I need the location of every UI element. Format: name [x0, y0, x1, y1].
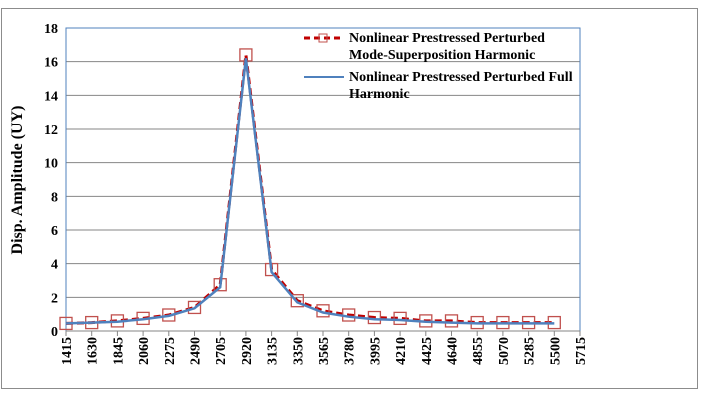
y-axis-label: Disp. Amplitude (UY): [9, 106, 26, 255]
y-tick-label: 16: [44, 56, 58, 71]
legend-label-series-2-line-2: Harmonic: [349, 87, 410, 102]
y-tick-label: 10: [44, 157, 58, 172]
y-tick-label: 14: [44, 89, 58, 104]
x-tick-label: 1630: [86, 337, 101, 365]
y-tick-label: 12: [44, 123, 58, 138]
y-tick-label: 18: [44, 22, 58, 37]
x-tick-label: 1415: [60, 337, 75, 365]
legend-label-series-2-line-1: Nonlinear Prestressed Perturbed Full: [349, 70, 573, 85]
x-tick-label: 2705: [214, 337, 229, 365]
legend-label-series-1-line-1: Nonlinear Prestressed Perturbed: [349, 31, 545, 46]
x-tick-label: 3565: [317, 337, 332, 365]
x-tick-label: 5500: [548, 337, 563, 365]
data-point-marker: [187, 300, 202, 315]
y-tick-label: 2: [51, 291, 58, 306]
y-tick-label: 6: [51, 224, 58, 239]
x-tick-label: 2060: [137, 337, 152, 365]
y-tick-label: 8: [51, 190, 58, 205]
x-tick-label: 4640: [446, 337, 461, 365]
chart-frame: [1, 8, 698, 389]
data-point-marker: [393, 311, 407, 326]
data-point-marker: [290, 294, 304, 308]
legend-label-series-1-line-2: Mode-Superposition Harmonic: [349, 48, 535, 63]
x-tick-label: 3995: [368, 337, 383, 365]
x-tick-label: 2920: [240, 337, 255, 365]
x-tick-label: 4425: [420, 337, 435, 365]
x-tick-label: 5070: [497, 337, 512, 365]
x-tick-label: 3780: [343, 337, 358, 365]
x-tick-label: 2490: [189, 337, 204, 365]
x-tick-label: 4210: [394, 337, 409, 365]
y-tick-label: 0: [51, 325, 58, 340]
legend: Nonlinear Prestressed Perturbed Mode-Sup…: [304, 31, 573, 102]
x-tick-label: 5715: [574, 337, 589, 365]
x-tick-label: 3135: [266, 337, 281, 365]
legend-marker-square: [318, 33, 328, 43]
series-line-2: [65, 58, 555, 325]
x-tick-label: 4855: [471, 337, 486, 365]
x-tick-label: 3350: [291, 337, 306, 365]
y-tick-label: 4: [51, 258, 58, 273]
x-tick-label: 1845: [111, 337, 126, 365]
x-tick-label: 5285: [523, 337, 538, 365]
x-tick-label: 2275: [163, 337, 178, 365]
data-point-marker: [444, 314, 459, 328]
